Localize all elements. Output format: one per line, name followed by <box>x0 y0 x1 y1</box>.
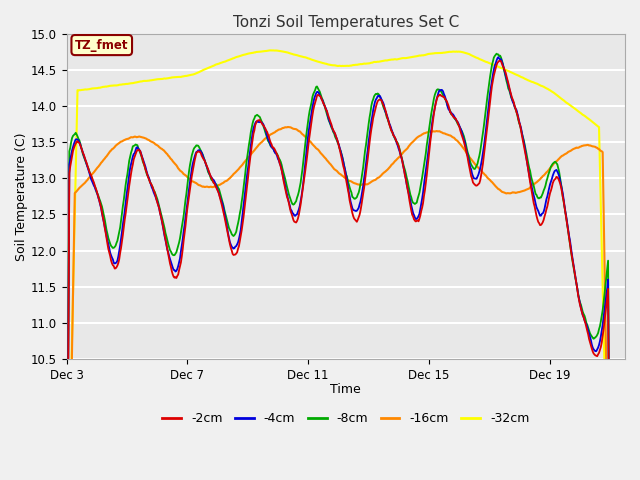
Y-axis label: Soil Temperature (C): Soil Temperature (C) <box>15 132 28 261</box>
X-axis label: Time: Time <box>330 383 361 396</box>
Title: Tonzi Soil Temperatures Set C: Tonzi Soil Temperatures Set C <box>233 15 459 30</box>
Legend: -2cm, -4cm, -8cm, -16cm, -32cm: -2cm, -4cm, -8cm, -16cm, -32cm <box>157 408 534 431</box>
Text: TZ_fmet: TZ_fmet <box>75 38 129 51</box>
